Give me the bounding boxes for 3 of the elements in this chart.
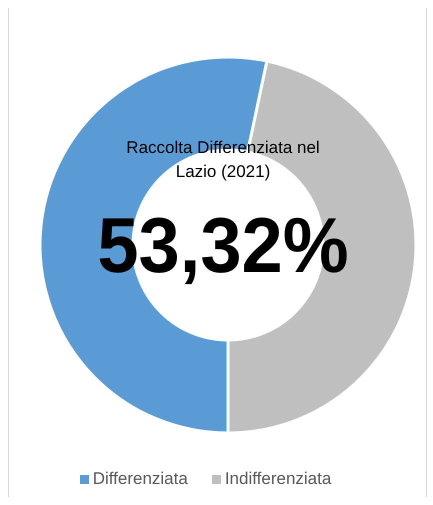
legend-label: Differenziata — [92, 469, 188, 488]
legend-label: Indifferenziata — [224, 469, 332, 488]
text: Raccolta Differenziata nel Lazio (2021) — [125, 137, 321, 183]
